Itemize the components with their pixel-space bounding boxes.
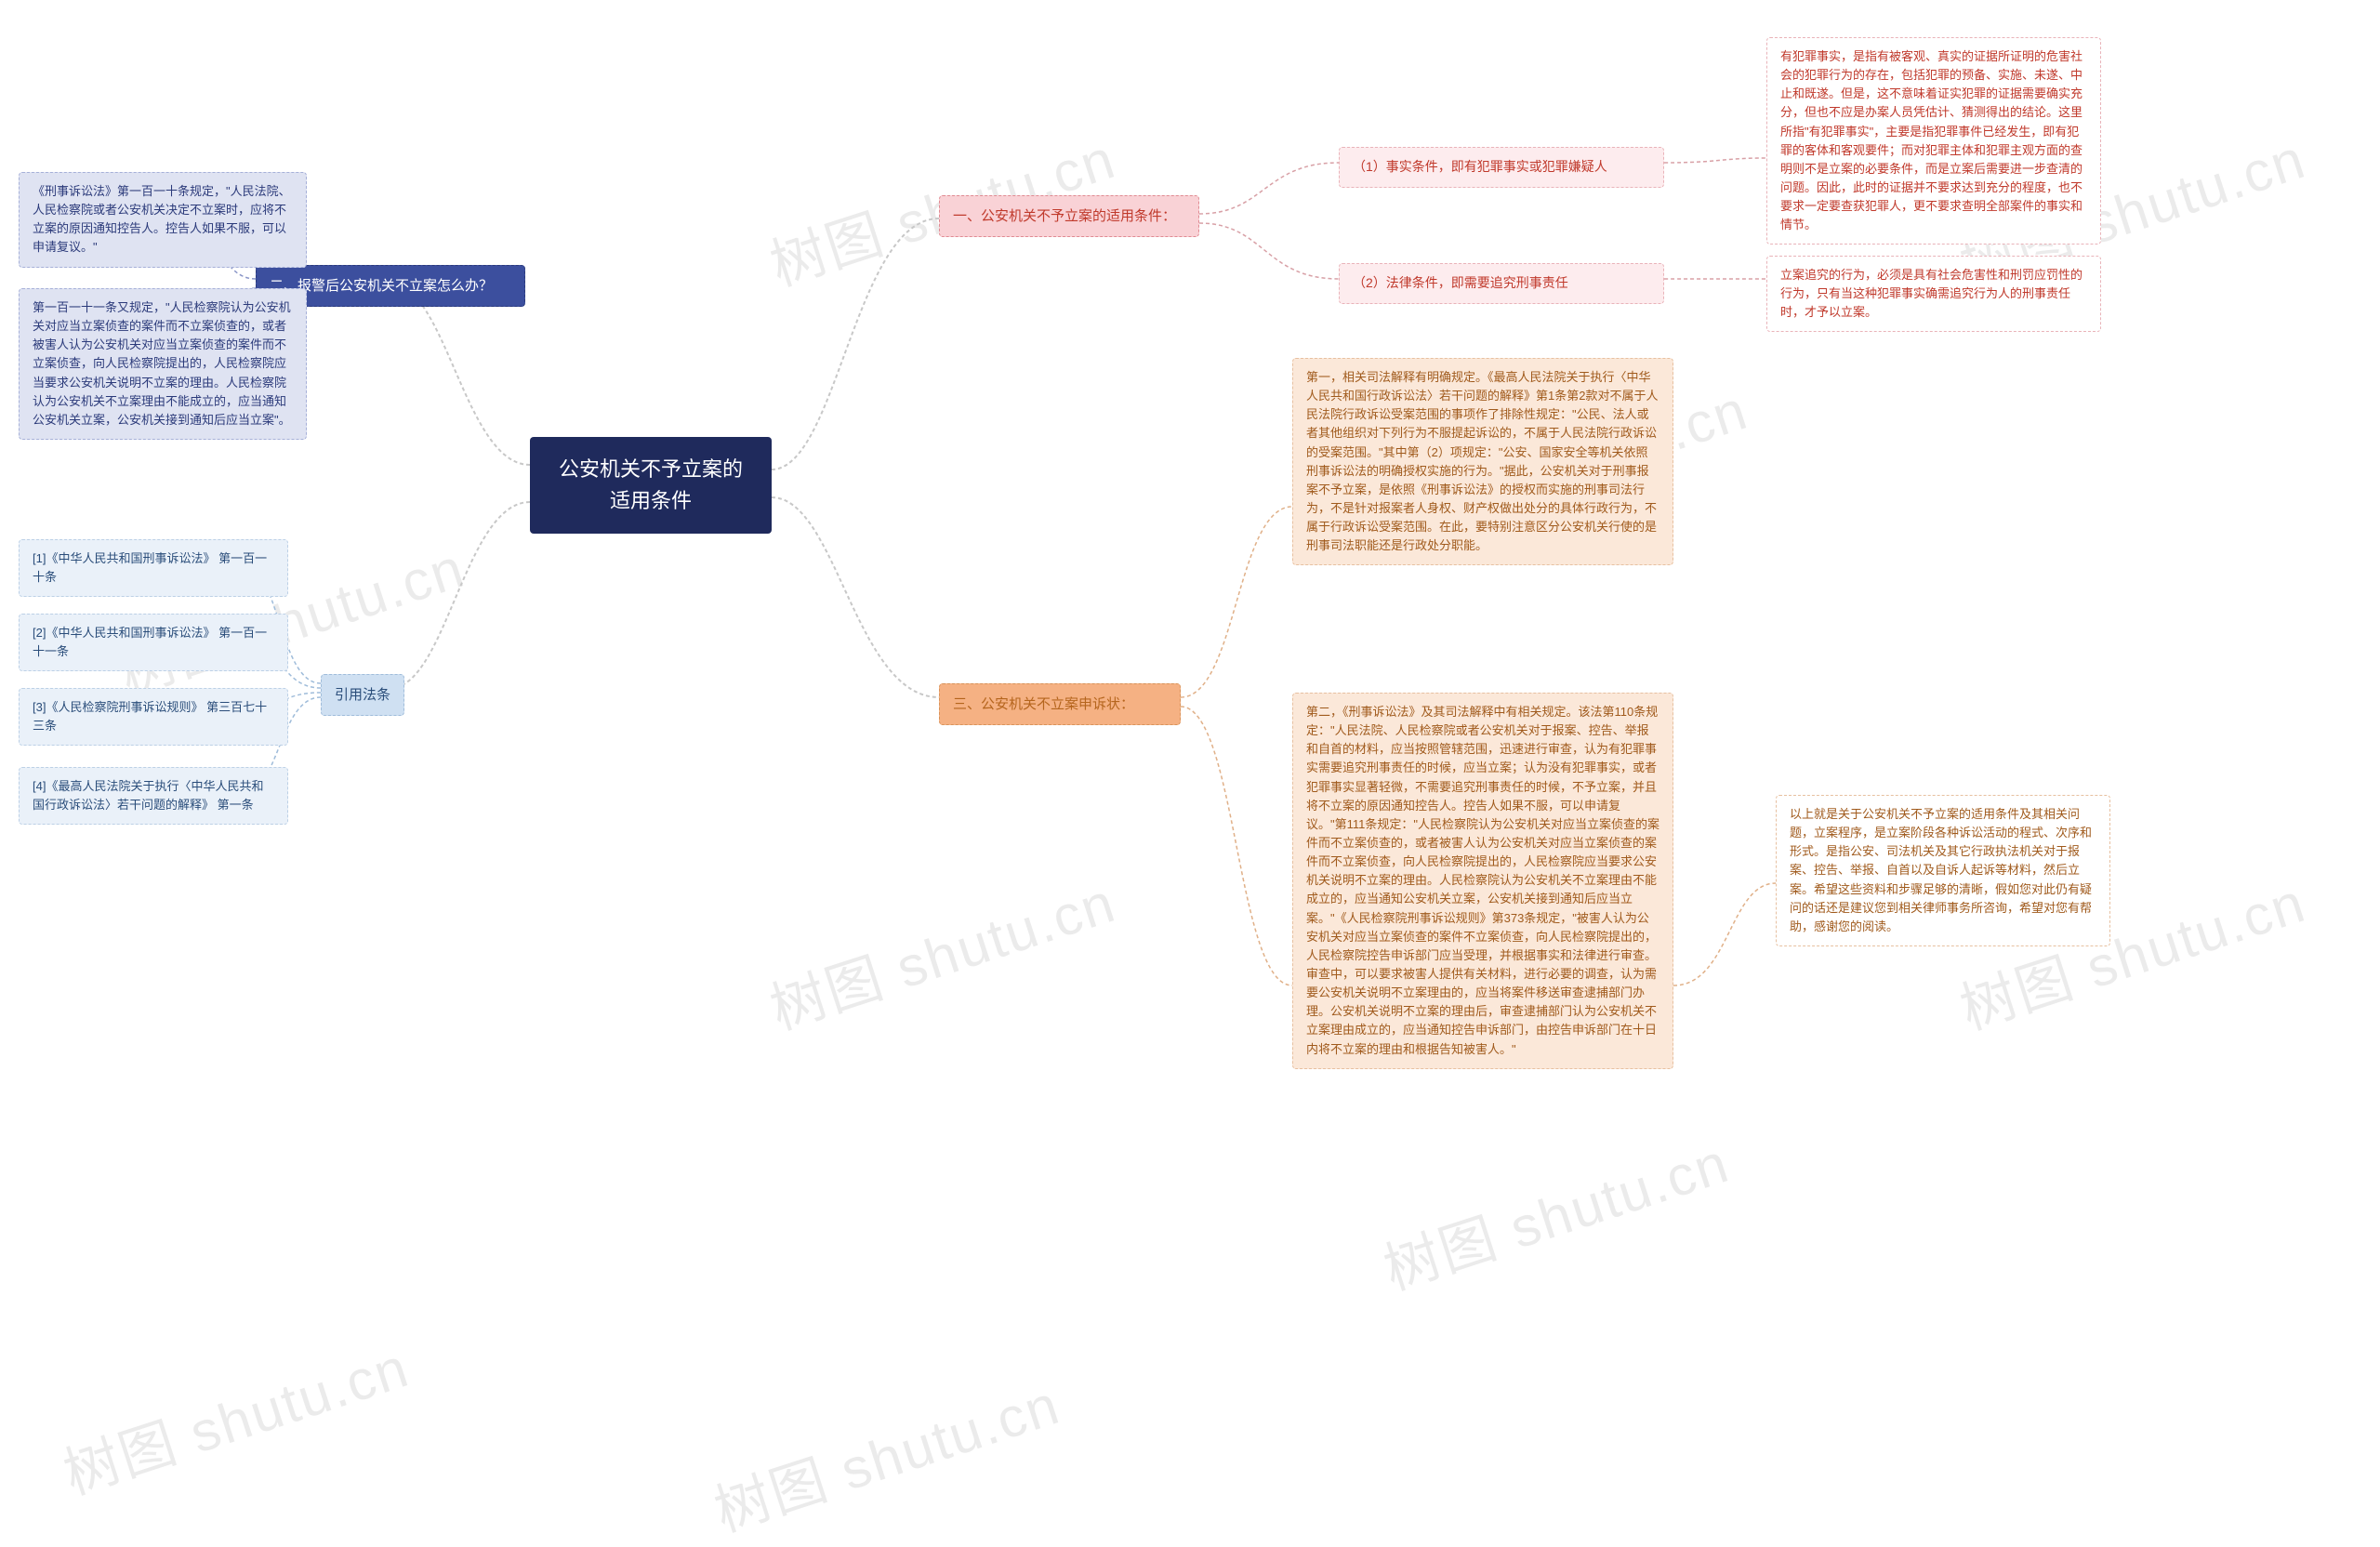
branch1-child1[interactable]: （1）事实条件，即有犯罪事实或犯罪嫌疑人 xyxy=(1339,147,1664,188)
branch1-child2-leaf: 立案追究的行为，必须是具有社会危害性和刑罚应罚性的行为，只有当这种犯罪事实确需追… xyxy=(1766,256,2101,332)
branch3-child1: 第一，相关司法解释有明确规定。《最高人民法院关于执行〈中华人民共和国行政诉讼法〉… xyxy=(1292,358,1673,565)
branch2-child1: 《刑事诉讼法》第一百一十条规定，"人民法院、人民检察院或者公安机关决定不立案时，… xyxy=(19,172,307,268)
watermark: 树图 shutu.cn xyxy=(759,858,1125,1046)
watermark: 树图 shutu.cn xyxy=(703,1360,1069,1547)
branch2-child2: 第一百一十一条又规定，"人民检察院认为公安机关对应当立案侦查的案件而不立案侦查的… xyxy=(19,288,307,440)
branch3-child2: 第二，《刑事诉讼法》及其司法解释中有相关规定。该法第110条规定："人民法院、人… xyxy=(1292,693,1673,1069)
branch4-child4: [4]《最高人民法院关于执行〈中华人民共和国行政诉讼法〉若干问题的解释》 第一条 xyxy=(19,767,288,825)
watermark: 树图 shutu.cn xyxy=(52,1323,418,1511)
branch1-node[interactable]: 一、公安机关不予立案的适用条件： xyxy=(939,195,1199,237)
branch4-child1: [1]《中华人民共和国刑事诉讼法》 第一百一十条 xyxy=(19,539,288,597)
branch3-leaf: 以上就是关于公安机关不予立案的适用条件及其相关问题，立案程序，是立案阶段各种诉讼… xyxy=(1776,795,2110,946)
branch4-node[interactable]: 引用法条 xyxy=(321,674,404,716)
watermark: 树图 shutu.cn xyxy=(1372,1118,1739,1306)
branch1-child2[interactable]: （2）法律条件，即需要追究刑事责任 xyxy=(1339,263,1664,304)
branch1-child1-leaf: 有犯罪事实，是指有被客观、真实的证据所证明的危害社会的犯罪行为的存在，包括犯罪的… xyxy=(1766,37,2101,245)
branch4-child3: [3]《人民检察院刑事诉讼规则》 第三百七十三条 xyxy=(19,688,288,746)
branch3-node[interactable]: 三、公安机关不立案申诉状： xyxy=(939,683,1181,725)
branch4-child2: [2]《中华人民共和国刑事诉讼法》 第一百一十一条 xyxy=(19,614,288,671)
root-node[interactable]: 公安机关不予立案的适用条件 xyxy=(530,437,772,534)
